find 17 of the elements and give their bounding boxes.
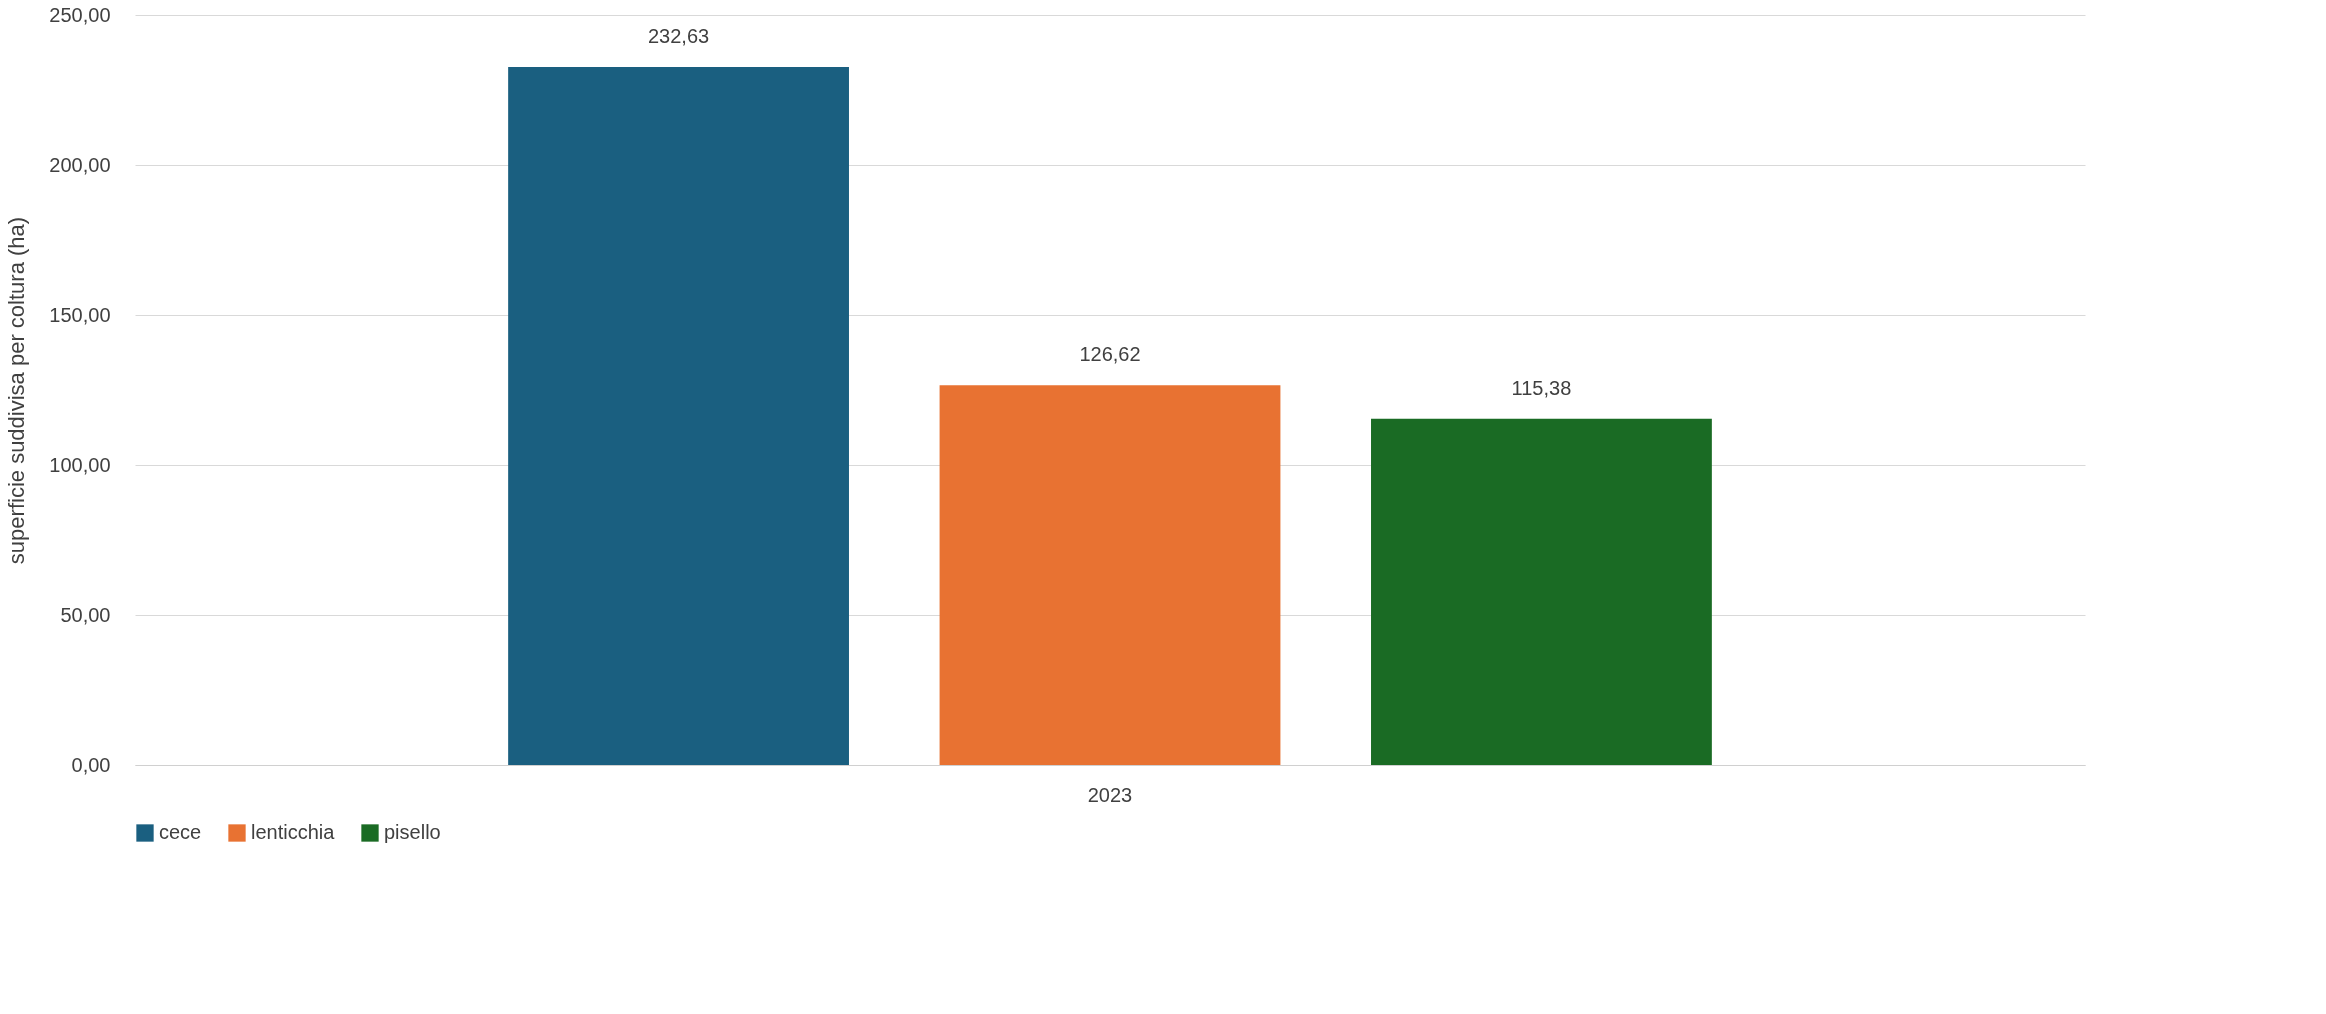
data-label: 232,63 [647, 25, 710, 48]
y-axis-title: superficie suddivisa per coltura (ha) [4, 216, 30, 565]
y-tick-label: 50,00 [60, 603, 111, 626]
data-label: 126,62 [1079, 343, 1141, 366]
bar [1371, 418, 1712, 765]
legend-label: lenticchia [251, 821, 336, 843]
y-tick-label: 150,00 [49, 303, 111, 326]
y-tick-label: 200,00 [49, 153, 111, 176]
legend-label: cece [159, 821, 202, 843]
y-tick-label: 100,00 [49, 453, 111, 476]
y-tick-label: 250,00 [49, 3, 111, 26]
bar [939, 385, 1281, 765]
bar [508, 67, 849, 765]
y-tick-label: 0,00 [71, 753, 111, 776]
x-tick-label: 2023 [1087, 783, 1133, 806]
data-label: 115,38 [1511, 376, 1572, 399]
legend-label: pisello [384, 821, 441, 843]
